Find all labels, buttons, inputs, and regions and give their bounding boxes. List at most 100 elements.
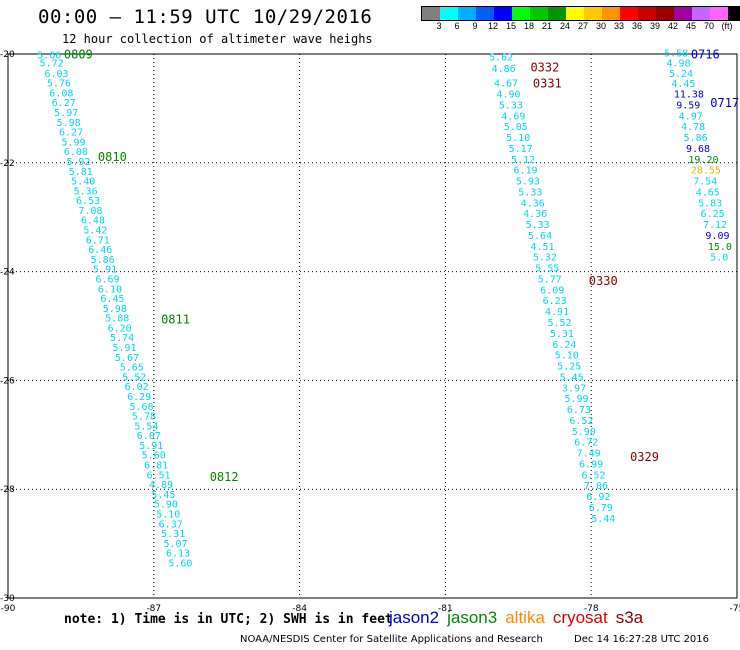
wave-height-point: 5.99 xyxy=(564,394,588,405)
pass-time-label: 0332 xyxy=(530,60,559,74)
wave-height-point: 5.60 xyxy=(142,451,166,462)
wave-height-point: 6.71 xyxy=(86,235,110,246)
pass-time-label: 0716 xyxy=(691,47,720,61)
wave-height-point: 6.69 xyxy=(95,274,119,285)
y-tick-label: -30 xyxy=(0,594,15,604)
wave-height-point: 6.03 xyxy=(44,69,68,80)
legend-swatch-4 xyxy=(494,7,512,20)
wave-height-point: 6.07 xyxy=(137,431,161,442)
legend-label: 3 xyxy=(436,21,442,31)
wave-height-point: 5.54 xyxy=(134,421,158,432)
wave-height-point: 5.92 xyxy=(66,157,90,168)
legend-swatch-10 xyxy=(602,7,620,20)
wave-height-point: 6.19 xyxy=(513,166,537,177)
wave-height-point: 5.58 xyxy=(664,49,688,60)
wave-height-point: 5.86 xyxy=(91,255,115,266)
legend-label: 18 xyxy=(523,21,535,31)
wave-height-point: 5.0 xyxy=(710,253,728,264)
wave-height-point: 7.54 xyxy=(693,177,717,188)
wave-height-point: 7.06 xyxy=(584,481,608,492)
legend-label: 15 xyxy=(505,21,517,31)
wave-height-point: 5.74 xyxy=(110,333,134,344)
pass-time-label: 0331 xyxy=(533,77,562,91)
legend-swatch-16 xyxy=(710,7,728,20)
wave-height-point: 6.27 xyxy=(59,128,83,139)
mission-altika: altika xyxy=(505,608,545,627)
footnote: note: 1) Time is in UTC; 2) SWH is in fe… xyxy=(64,612,393,627)
pass-time-label: 0329 xyxy=(630,450,659,464)
wave-height-point: 6.25 xyxy=(701,209,725,220)
wave-height-point: 6.08 xyxy=(49,88,73,99)
grid-lines xyxy=(8,54,737,598)
y-tick-label: -28 xyxy=(0,485,15,495)
wave-height-point: 15.0 xyxy=(708,242,732,253)
x-tick-label: -90 xyxy=(1,604,16,614)
wave-height-point: 5.98 xyxy=(57,118,81,129)
wave-height-point: 6.52 xyxy=(569,416,593,427)
pass-time-label: 0330 xyxy=(589,274,618,288)
legend-label: 33 xyxy=(613,21,625,31)
legend-label: 12 xyxy=(487,21,499,31)
wave-height-point: 5.97 xyxy=(54,108,78,119)
wave-height-point: 5.33 xyxy=(518,187,542,198)
wave-height-point: 5.31 xyxy=(550,329,574,340)
mission-legend: jason2 jason3 altika cryosat s3a xyxy=(389,608,643,628)
wave-height-point: 28.55 xyxy=(691,166,721,177)
legend-label: 21 xyxy=(541,21,553,31)
wave-height-point: 6.02 xyxy=(125,382,149,393)
wave-height-point: 4.69 xyxy=(501,111,525,122)
y-tick-label: -22 xyxy=(0,159,15,169)
wave-height-point: 7.12 xyxy=(703,220,727,231)
pass-time-label: 0812 xyxy=(210,470,239,484)
wave-height-point: 5.10 xyxy=(555,351,579,362)
y-tick-label: -20 xyxy=(0,50,15,60)
wave-height-point: 5.66 xyxy=(37,50,61,61)
wave-height-point: 6.92 xyxy=(586,492,610,503)
wave-height-point: 6.52 xyxy=(581,470,605,481)
plot-frame xyxy=(7,53,738,599)
wave-height-point: 6.20 xyxy=(108,323,132,334)
wave-height-point: 5.40 xyxy=(71,177,95,188)
wave-height-point: 6.37 xyxy=(159,519,183,530)
wave-height-point: 4.98 xyxy=(667,59,691,70)
pass-labels: 0809 0810 0811 0812 0332 0331 0330 0329 0716 0717 xyxy=(64,47,739,484)
y-tick-label: -24 xyxy=(0,268,15,278)
wave-height-point: 6.27 xyxy=(52,98,76,109)
wave-height-point: 9.68 xyxy=(686,144,710,155)
wave-height-point: 6.79 xyxy=(589,503,613,514)
legend-label: 39 xyxy=(649,21,661,31)
wave-height-point: 7.08 xyxy=(78,206,102,217)
legend-swatch-2 xyxy=(458,7,476,20)
wave-height-values: 5.665.726.035.766.086.275.975.986.275.99… xyxy=(37,49,732,570)
wave-height-point: 5.81 xyxy=(69,167,93,178)
wave-height-point: 5.52 xyxy=(122,372,146,383)
wave-height-point: 6.13 xyxy=(166,549,190,560)
wave-height-point: 5.90 xyxy=(154,500,178,511)
wave-height-point: 5.33 xyxy=(526,220,550,231)
wave-height-point: 6.24 xyxy=(552,340,576,351)
wave-height-point: 4.36 xyxy=(521,198,545,209)
wave-height-point: 5.78 xyxy=(132,412,156,423)
mission-jason2: jason2 xyxy=(389,608,440,627)
wave-height-point: 6.46 xyxy=(88,245,112,256)
wave-height-point: 4.97 xyxy=(679,111,703,122)
wave-height-point: 4.65 xyxy=(696,187,720,198)
wave-height-point: 5.31 xyxy=(161,529,185,540)
legend-label: 42 xyxy=(667,21,679,31)
legend-swatch-1 xyxy=(440,7,458,20)
wave-height-point: 5.91 xyxy=(93,265,117,276)
wave-height-point: 4.51 xyxy=(530,242,554,253)
wave-height-point: 5.10 xyxy=(506,133,530,144)
wave-height-point: 5.68 xyxy=(130,402,154,413)
wave-height-point: 19.20 xyxy=(688,155,718,166)
pass-time-label: 0717 xyxy=(710,96,739,110)
wave-height-point: 5.99 xyxy=(61,137,85,148)
legend-swatch-13 xyxy=(656,7,674,20)
legend-label: 45 xyxy=(685,21,697,31)
wave-height-point: 6.45 xyxy=(100,294,124,305)
wave-height-point: 5.12 xyxy=(511,155,535,166)
wave-height-point: 5.90 xyxy=(572,427,596,438)
legend-swatch-6 xyxy=(530,7,548,20)
wave-height-point: 6.10 xyxy=(98,284,122,295)
